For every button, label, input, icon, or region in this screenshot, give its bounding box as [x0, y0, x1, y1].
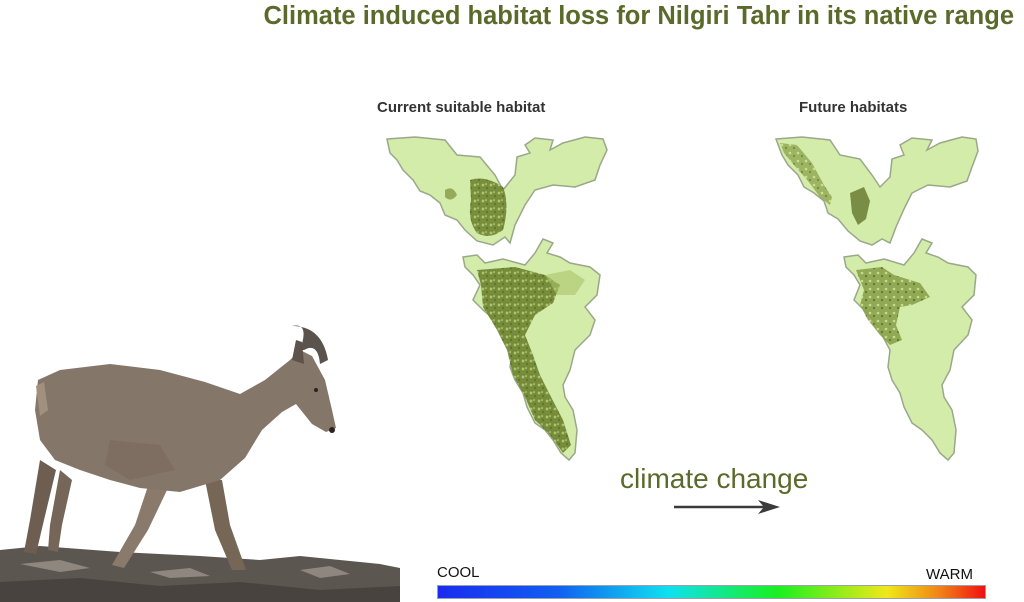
climate-change-label: climate change: [620, 463, 809, 494]
temperature-colorbar: [437, 585, 986, 599]
legend-warm-label: WARM: [926, 566, 973, 583]
nilgiri-tahr-image: [0, 325, 400, 602]
page-title: Climate induced habitat loss for Nilgiri…: [263, 2, 1015, 30]
current-habitat-label: Current suitable habitat: [377, 99, 546, 116]
future-habitat-label: Future habitats: [799, 99, 908, 116]
future-habitat-map: [774, 136, 979, 462]
right-arrow-icon: [674, 500, 780, 514]
current-habitat-map: [386, 136, 608, 462]
legend-cool-label: COOL: [437, 564, 480, 581]
